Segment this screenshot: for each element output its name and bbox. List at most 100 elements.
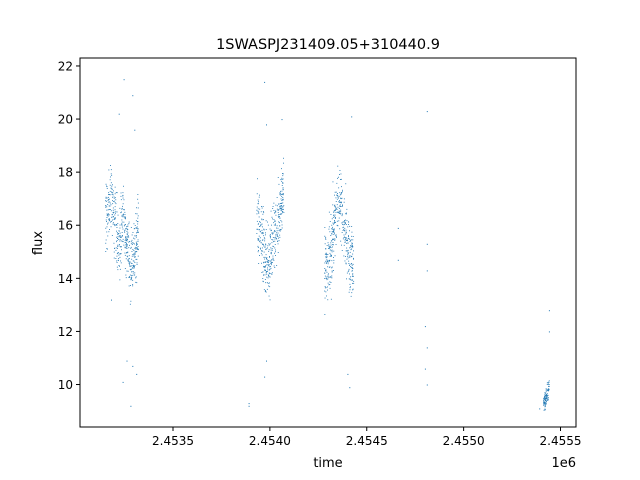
- data-point: [106, 197, 108, 199]
- data-point: [342, 238, 344, 240]
- data-point: [327, 289, 328, 291]
- data-point: [324, 272, 326, 274]
- data-point: [136, 235, 137, 237]
- data-point: [335, 244, 337, 245]
- data-point: [264, 246, 266, 248]
- data-point: [138, 249, 139, 251]
- data-point: [280, 229, 282, 231]
- data-point: [324, 314, 326, 315]
- data-point: [112, 196, 113, 198]
- data-point: [129, 241, 130, 242]
- data-point: [135, 244, 137, 246]
- data-point: [326, 256, 328, 258]
- data-point: [340, 197, 341, 199]
- data-point: [126, 231, 128, 232]
- data-point: [335, 211, 337, 213]
- data-point: [326, 259, 328, 261]
- data-point: [130, 247, 132, 249]
- data-point: [132, 268, 134, 269]
- data-point: [261, 272, 263, 273]
- data-point: [269, 266, 271, 268]
- data-point: [341, 232, 343, 233]
- data-point: [262, 271, 264, 273]
- data-point: [543, 398, 545, 400]
- outlier-point: [347, 373, 349, 375]
- data-point: [345, 237, 347, 239]
- data-point: [120, 262, 122, 264]
- data-point: [282, 175, 284, 177]
- data-point: [123, 244, 125, 246]
- data-point: [329, 246, 331, 247]
- data-point: [123, 185, 124, 187]
- data-point: [134, 235, 136, 237]
- data-point: [126, 226, 127, 228]
- data-point: [271, 272, 273, 274]
- data-point: [325, 270, 326, 272]
- data-point: [282, 197, 284, 198]
- data-point: [263, 266, 265, 268]
- data-point: [335, 191, 337, 193]
- data-point: [345, 213, 347, 215]
- data-point: [133, 242, 134, 244]
- data-point: [263, 219, 264, 221]
- data-point: [263, 261, 265, 263]
- data-point: [126, 238, 128, 240]
- data-point: [272, 233, 274, 235]
- data-point: [132, 284, 134, 285]
- data-point: [281, 180, 283, 182]
- data-point: [137, 217, 139, 219]
- data-point: [281, 224, 283, 226]
- data-point: [125, 239, 127, 241]
- data-point: [262, 211, 264, 212]
- data-point: [106, 188, 108, 189]
- data-point: [282, 208, 283, 210]
- data-point: [545, 392, 546, 394]
- data-point: [276, 225, 278, 227]
- data-point: [136, 242, 137, 244]
- data-point: [105, 219, 107, 221]
- data-point: [324, 262, 326, 264]
- data-point: [332, 244, 333, 246]
- data-point: [278, 183, 280, 185]
- data-point: [132, 271, 134, 272]
- data-point: [120, 246, 121, 248]
- data-point: [267, 267, 268, 269]
- data-point: [121, 214, 123, 216]
- data-point: [341, 201, 342, 203]
- data-point: [280, 208, 282, 210]
- data-point: [262, 278, 264, 279]
- data-point: [261, 219, 263, 221]
- data-point: [271, 248, 273, 249]
- data-point: [348, 237, 350, 239]
- data-point: [135, 220, 137, 222]
- outlier-point: [426, 384, 428, 386]
- data-point: [127, 260, 129, 262]
- data-point: [325, 236, 327, 238]
- data-point: [332, 222, 334, 224]
- data-point: [325, 253, 327, 255]
- data-point: [258, 211, 260, 213]
- data-point: [335, 236, 337, 237]
- data-point: [268, 269, 270, 271]
- data-point: [350, 279, 352, 281]
- data-point: [336, 198, 338, 200]
- data-point: [267, 269, 269, 271]
- data-point: [266, 257, 267, 259]
- data-point: [119, 239, 121, 241]
- data-point: [336, 182, 338, 184]
- data-point: [282, 199, 283, 201]
- data-point: [107, 214, 109, 216]
- data-point: [329, 249, 331, 251]
- data-point: [117, 247, 118, 249]
- data-point: [264, 270, 266, 272]
- data-point: [127, 226, 129, 227]
- data-point: [279, 208, 281, 209]
- data-point: [543, 402, 545, 404]
- data-point: [279, 205, 281, 207]
- data-point: [339, 170, 341, 171]
- data-point: [335, 208, 337, 210]
- data-point: [262, 243, 264, 245]
- data-point: [113, 212, 114, 214]
- data-point: [341, 192, 342, 194]
- data-point: [115, 192, 117, 193]
